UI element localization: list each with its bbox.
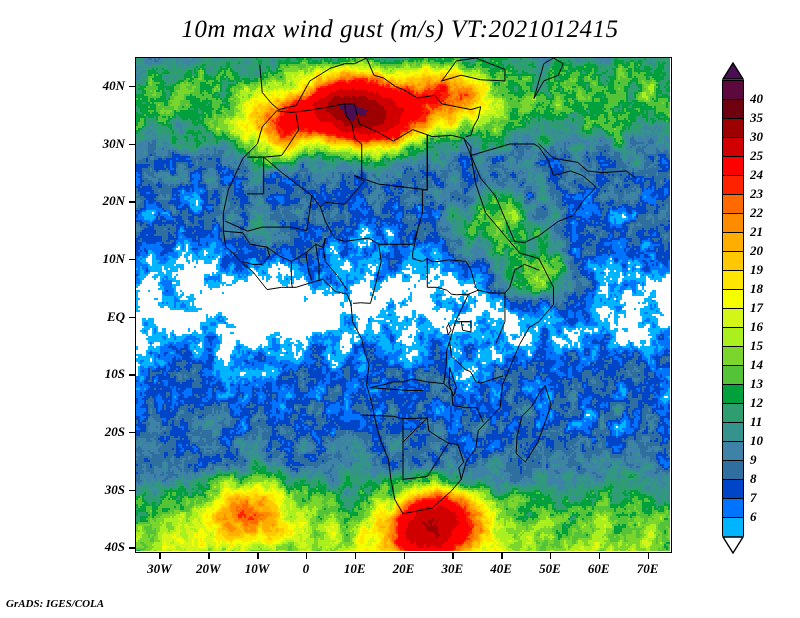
colorbar	[722, 62, 744, 554]
colorbar-tick-label: 25	[750, 148, 763, 163]
longitude-label: 50E	[539, 561, 561, 576]
longitude-label: 10E	[343, 561, 366, 576]
colorbar-tick-label: 17	[750, 300, 763, 315]
longitude-tick	[549, 553, 552, 559]
colorbar-tick-label: 23	[750, 186, 763, 201]
latitude-tick	[129, 258, 135, 261]
latitude-tick	[129, 201, 135, 203]
colorbar-tick-label: 19	[750, 262, 763, 277]
longitude-label: 20E	[392, 561, 415, 576]
colorbar-swatch	[723, 499, 743, 518]
longitude-label: 40E	[490, 561, 512, 576]
colorbar-tick-label: 20	[750, 243, 763, 258]
colorbar-tick-label: 30	[750, 129, 763, 144]
colorbar-tick-label: 16	[750, 319, 763, 334]
colorbar-tick-label: 10	[750, 433, 763, 448]
latitude-tick	[129, 431, 135, 434]
colorbar-tick-label: 21	[750, 224, 763, 239]
page-title: 10m max wind gust (m/s) VT:2021012415	[181, 16, 619, 43]
colorbar-swatch	[723, 119, 743, 138]
colorbar-tick-label: 8	[750, 471, 757, 486]
colorbar-swatch	[723, 81, 743, 100]
map-plot-area	[135, 57, 672, 553]
longitude-tick	[159, 553, 161, 559]
longitude-tick	[305, 553, 308, 559]
longitude-label: 30W	[147, 561, 172, 576]
colorbar-tick-label: 9	[750, 452, 757, 467]
latitude-label: 30S	[104, 481, 125, 497]
longitude-tick	[501, 553, 503, 559]
longitude-label: 0	[302, 561, 310, 576]
longitude-tick	[647, 553, 650, 559]
longitude-label: 30E	[441, 561, 464, 576]
longitude-tick	[257, 553, 259, 559]
latitude-label: 30N	[102, 135, 125, 151]
colorbar-tick-label: 14	[750, 357, 763, 372]
colorbar-tick-label: 22	[750, 205, 763, 220]
colorbar-swatch	[723, 195, 743, 214]
colorbar-tick-label: 13	[750, 376, 763, 391]
colorbar-swatch	[723, 100, 743, 119]
colorbar-above-max-arrow-icon	[722, 62, 744, 80]
colorbar-tick-label: 12	[750, 395, 763, 410]
colorbar-swatch	[723, 518, 743, 537]
colorbar-tick-label: 7	[750, 490, 757, 505]
latitude-label: 40S	[104, 539, 125, 555]
colorbar-swatch	[723, 480, 743, 499]
latitude-label: 10S	[104, 366, 125, 382]
colorbar-below-min-arrow-icon	[722, 536, 744, 554]
latitude-label: 40N	[102, 77, 125, 93]
colorbar-swatch-stack	[722, 80, 744, 537]
longitude-label: 10W	[244, 561, 270, 576]
latitude-tick	[129, 374, 135, 376]
latitude-label: 20N	[102, 193, 125, 209]
latitude-label: 10N	[102, 250, 125, 266]
colorbar-tick-label: 18	[750, 281, 763, 296]
latitude-tick	[129, 547, 135, 549]
latitude-label: EQ	[106, 308, 125, 324]
colorbar-swatch	[723, 461, 743, 480]
wind-gust-heatmap-canvas	[136, 58, 670, 551]
colorbar-swatch	[723, 347, 743, 366]
longitude-tick	[452, 553, 454, 559]
longitude-tick	[598, 553, 601, 559]
colorbar-tick-label: 24	[750, 167, 763, 182]
colorbar-tick-label: 40	[750, 91, 763, 106]
latitude-tick	[129, 85, 135, 88]
colorbar-swatch	[723, 423, 743, 442]
attribution-text: GrADS: IGES/COLA	[6, 598, 105, 610]
colorbar-tick-label: 11	[750, 414, 763, 429]
latitude-tick	[129, 489, 135, 492]
colorbar-swatch	[723, 366, 743, 385]
colorbar-tick-label: 15	[750, 338, 763, 353]
longitude-tick	[354, 553, 357, 559]
longitude-tick	[403, 553, 405, 559]
colorbar-swatch	[723, 233, 743, 252]
longitude-label: 20W	[195, 561, 221, 576]
colorbar-swatch	[723, 138, 743, 157]
colorbar-tick-label: 6	[750, 509, 757, 524]
colorbar-tick-label: 35	[750, 110, 763, 125]
colorbar-swatch	[723, 404, 743, 423]
colorbar-swatch	[723, 442, 743, 461]
colorbar-swatch	[723, 328, 743, 347]
longitude-label: 70E	[636, 561, 659, 576]
longitude-label: 60E	[587, 561, 610, 576]
colorbar-swatch	[723, 271, 743, 290]
latitude-label: 20S	[104, 423, 125, 439]
colorbar-swatch	[723, 252, 743, 271]
colorbar-swatch	[723, 309, 743, 328]
latitude-tick	[129, 316, 135, 319]
longitude-tick	[208, 553, 210, 559]
colorbar-swatch	[723, 385, 743, 404]
colorbar-swatch	[723, 176, 743, 195]
latitude-tick	[129, 143, 135, 145]
colorbar-swatch	[723, 214, 743, 233]
colorbar-swatch	[723, 157, 743, 176]
colorbar-swatch	[723, 290, 743, 309]
